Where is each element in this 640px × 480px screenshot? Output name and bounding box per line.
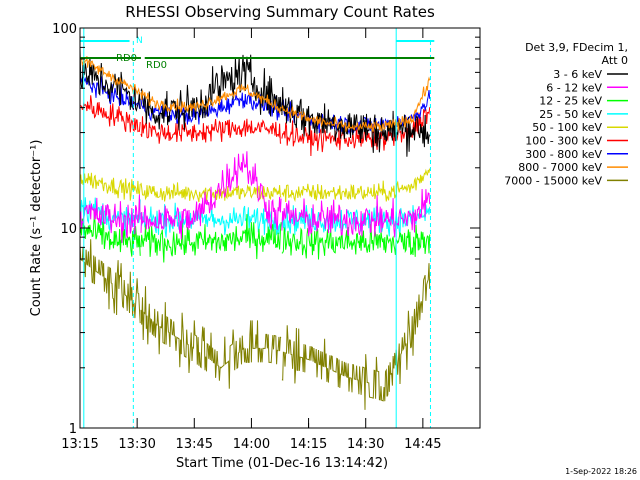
series-line-12-to-25keV — [281, 224, 431, 260]
series-line-6-to-12keV — [140, 151, 282, 240]
legend-label: 3 - 6 keV — [553, 68, 602, 81]
series-line-25-to-50keV — [281, 204, 431, 237]
chart-title: RHESSI Observing Summary Count Rates — [125, 3, 435, 21]
series-line-3-to-6keV — [79, 48, 141, 112]
series-line-6-to-12keV — [281, 188, 431, 238]
x-axis-label: Start Time (01-Dec-16 13:14:42) — [176, 456, 388, 471]
legend-label: 25 - 50 keV — [539, 108, 602, 121]
x-tick-label: 13:15 — [61, 437, 98, 452]
series-line-50-to-100keV — [281, 168, 431, 203]
generated-timestamp: 1-Sep-2022 18:26 — [565, 467, 637, 476]
y-tick-label: 10 — [60, 222, 77, 237]
y-tick-label: 100 — [52, 22, 77, 37]
series-line-3-to-6keV — [140, 54, 282, 131]
series-line-100-to-300keV — [140, 116, 282, 144]
legend-label: 50 - 100 keV — [532, 121, 602, 134]
series-line-7000-to-15000keV — [79, 239, 141, 324]
legend-label: 7000 - 15000 keV — [504, 174, 602, 187]
rd-label: RD0 — [146, 60, 167, 71]
x-tick-label: 13:30 — [118, 437, 155, 452]
series-line-800-to-7000keV — [281, 76, 431, 132]
series-layer — [79, 48, 431, 410]
y-axis-label: Count Rate (s⁻¹ detector⁻¹) — [29, 140, 44, 317]
series-line-800-to-7000keV — [140, 84, 282, 114]
x-tick-label: 14:15 — [290, 437, 327, 452]
legend-label: 100 - 300 keV — [525, 135, 602, 148]
legend-header-line-2: Att 0 — [602, 54, 628, 67]
legend-label: 12 - 25 keV — [539, 95, 602, 108]
marker-letter: N — [136, 36, 143, 46]
series-line-7000-to-15000keV — [281, 263, 431, 410]
legend-label: 300 - 800 keV — [525, 148, 602, 161]
series-line-800-to-7000keV — [79, 56, 141, 96]
series-line-100-to-300keV — [79, 95, 141, 133]
series-line-6-to-12keV — [79, 194, 141, 244]
series-line-12-to-25keV — [140, 214, 282, 263]
series-line-25-to-50keV — [140, 202, 282, 238]
series-line-50-to-100keV — [79, 172, 141, 201]
y-tick-label: 1 — [69, 422, 77, 437]
series-line-7000-to-15000keV — [140, 286, 282, 389]
series-line-25-to-50keV — [79, 197, 141, 239]
legend-header-line-1: Det 3,9, FDecim 1, — [525, 41, 628, 54]
legend-label: 6 - 12 keV — [546, 81, 602, 94]
series-line-12-to-25keV — [79, 213, 141, 257]
x-tick-label: 14:45 — [404, 437, 441, 452]
rd-label: RD0 — [116, 53, 137, 64]
legend-label: 800 - 7000 keV — [518, 161, 602, 174]
x-tick-label: 14:00 — [233, 437, 270, 452]
axes-layer: 13:15 13:30 13:45 14:00 14:15 14:30 14:45 1 10 10… — [52, 22, 480, 452]
x-tick-label: 13:45 — [176, 437, 213, 452]
x-tick-label: 14:30 — [347, 437, 384, 452]
